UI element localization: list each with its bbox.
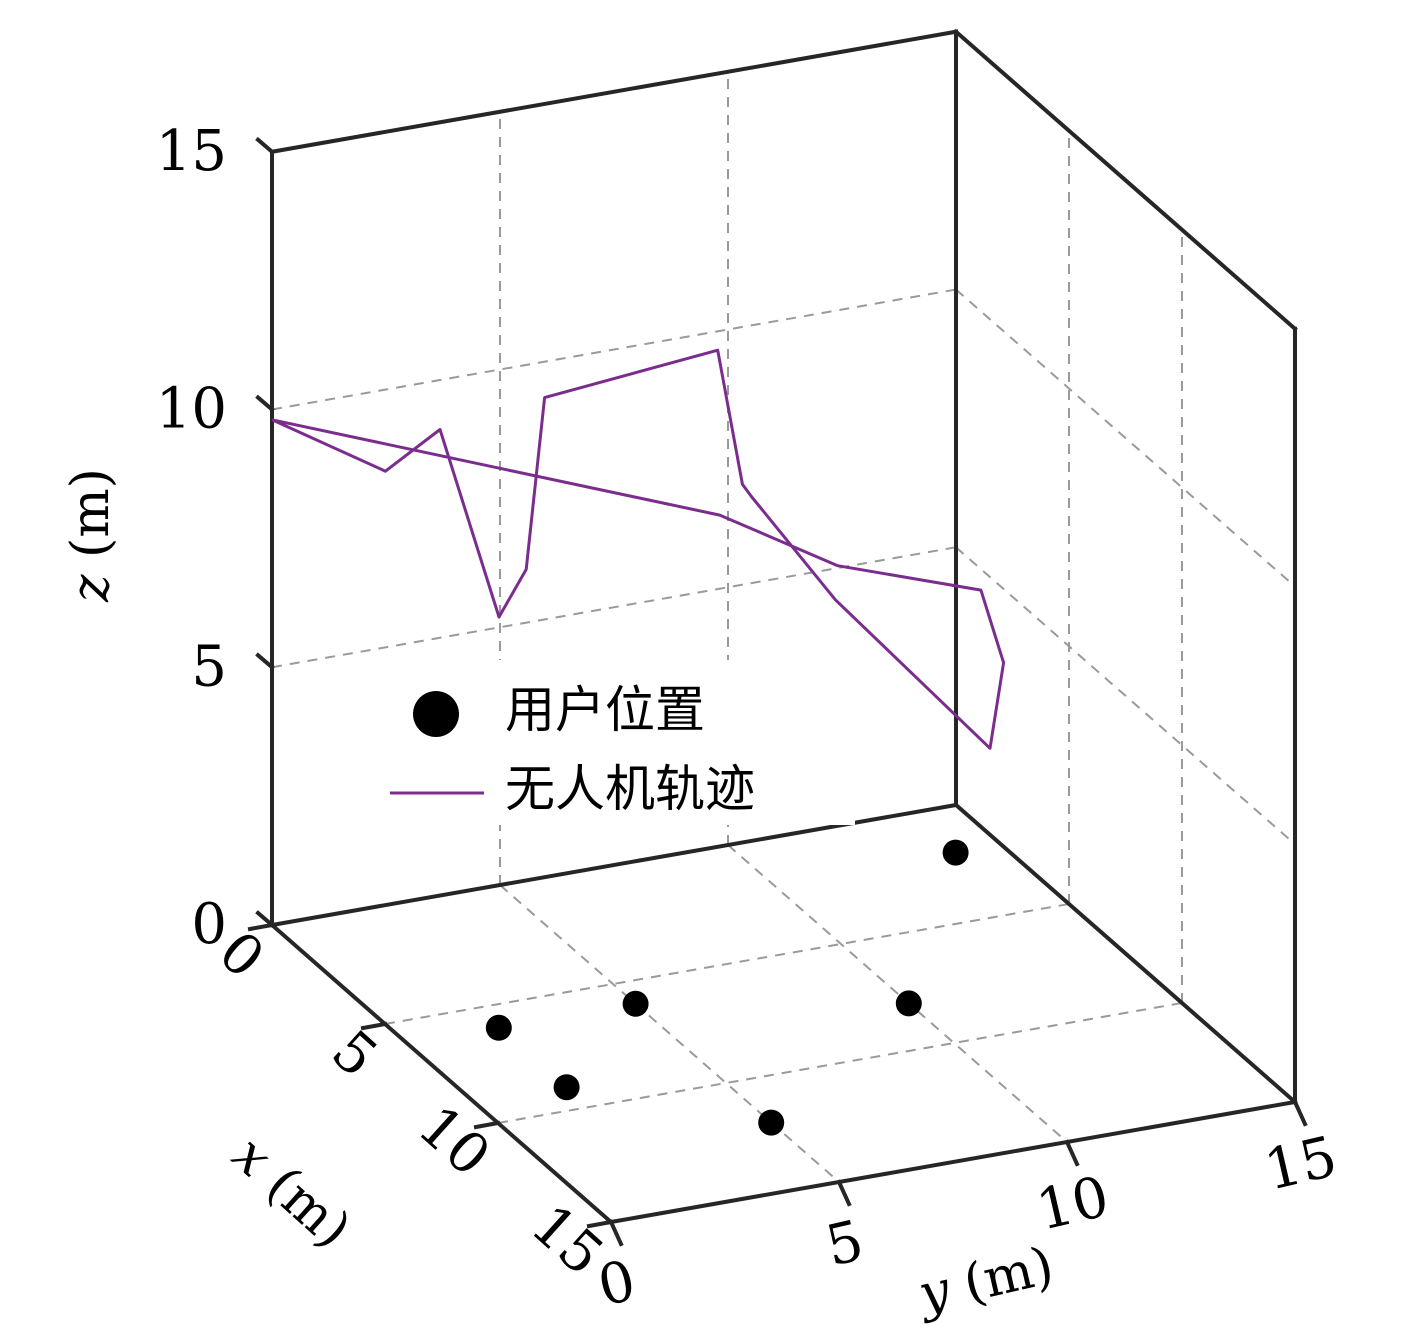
back-wall-gridline-z [271, 546, 957, 669]
z-axis-label-var: z [61, 574, 121, 603]
side-wall-gridline-z [955, 288, 1296, 588]
x-tick-label: 5 [319, 1018, 389, 1090]
y-tick-label: 0 [592, 1248, 641, 1319]
frame-edge [269, 922, 614, 1225]
legend: 用户位置 无人机轨迹 [385, 660, 855, 825]
z-tick-mark [255, 652, 275, 671]
y-tick-mark [1064, 1139, 1080, 1167]
user-position-point [622, 990, 649, 1017]
side-wall-gridline-z [955, 546, 1296, 846]
axis-frame [247, 28, 1308, 1247]
legend-user-label: 用户位置 [505, 681, 705, 739]
floor-gridline-y [727, 844, 1068, 1143]
floor-gridline-x [497, 1002, 1183, 1124]
frame-edge [269, 29, 959, 155]
x-tick-mark [247, 922, 275, 932]
y-tick-label: 15 [1259, 1124, 1343, 1203]
legend-background [385, 660, 855, 825]
x-tick-label: 10 [406, 1093, 502, 1189]
frame-edge [953, 802, 1298, 1105]
z-tick-mark [255, 136, 275, 155]
z-tick-label: 5 [191, 634, 227, 699]
z-tick-label: 15 [156, 119, 227, 184]
user-position-point [895, 990, 922, 1017]
y-tick-mark [608, 1219, 624, 1247]
z-axis-label-unit: (m) [61, 468, 121, 574]
x-tick-mark [360, 1021, 388, 1031]
floor-gridline-y [499, 884, 840, 1183]
y-tick-label: 10 [1031, 1164, 1115, 1243]
user-position-point [485, 1014, 512, 1041]
y-axis-label: y (m) [911, 1236, 1059, 1325]
user-position-point [553, 1074, 580, 1101]
legend-trajectory-label: 无人机轨迹 [505, 760, 755, 818]
frame-edge [608, 1099, 1298, 1225]
user-position-point [758, 1109, 785, 1136]
z-axis-label: z (m) [61, 468, 121, 603]
y-tick-mark [1292, 1099, 1308, 1127]
floor-gridline-x [384, 903, 1070, 1025]
uav-trajectory-line [271, 348, 1006, 750]
x-tick-mark [473, 1120, 501, 1130]
y-axis-label-unit: (m) [942, 1236, 1059, 1318]
x-axis-label: x (m) [221, 1125, 362, 1260]
z-tick-label: 10 [156, 377, 227, 442]
y-tick-label: 5 [820, 1208, 869, 1279]
gridlines [271, 71, 1296, 1183]
plot-data [271, 348, 1006, 1136]
z-tick-label: 0 [191, 892, 227, 957]
frame-edge [953, 28, 1298, 332]
z-tick-mark [255, 910, 275, 928]
y-tick-mark [836, 1179, 852, 1207]
z-tick-mark [255, 394, 275, 413]
x-tick-mark [586, 1219, 614, 1229]
back-wall-gridline-z [271, 288, 957, 411]
user-position-point [942, 839, 969, 866]
legend-user-marker [413, 691, 459, 737]
